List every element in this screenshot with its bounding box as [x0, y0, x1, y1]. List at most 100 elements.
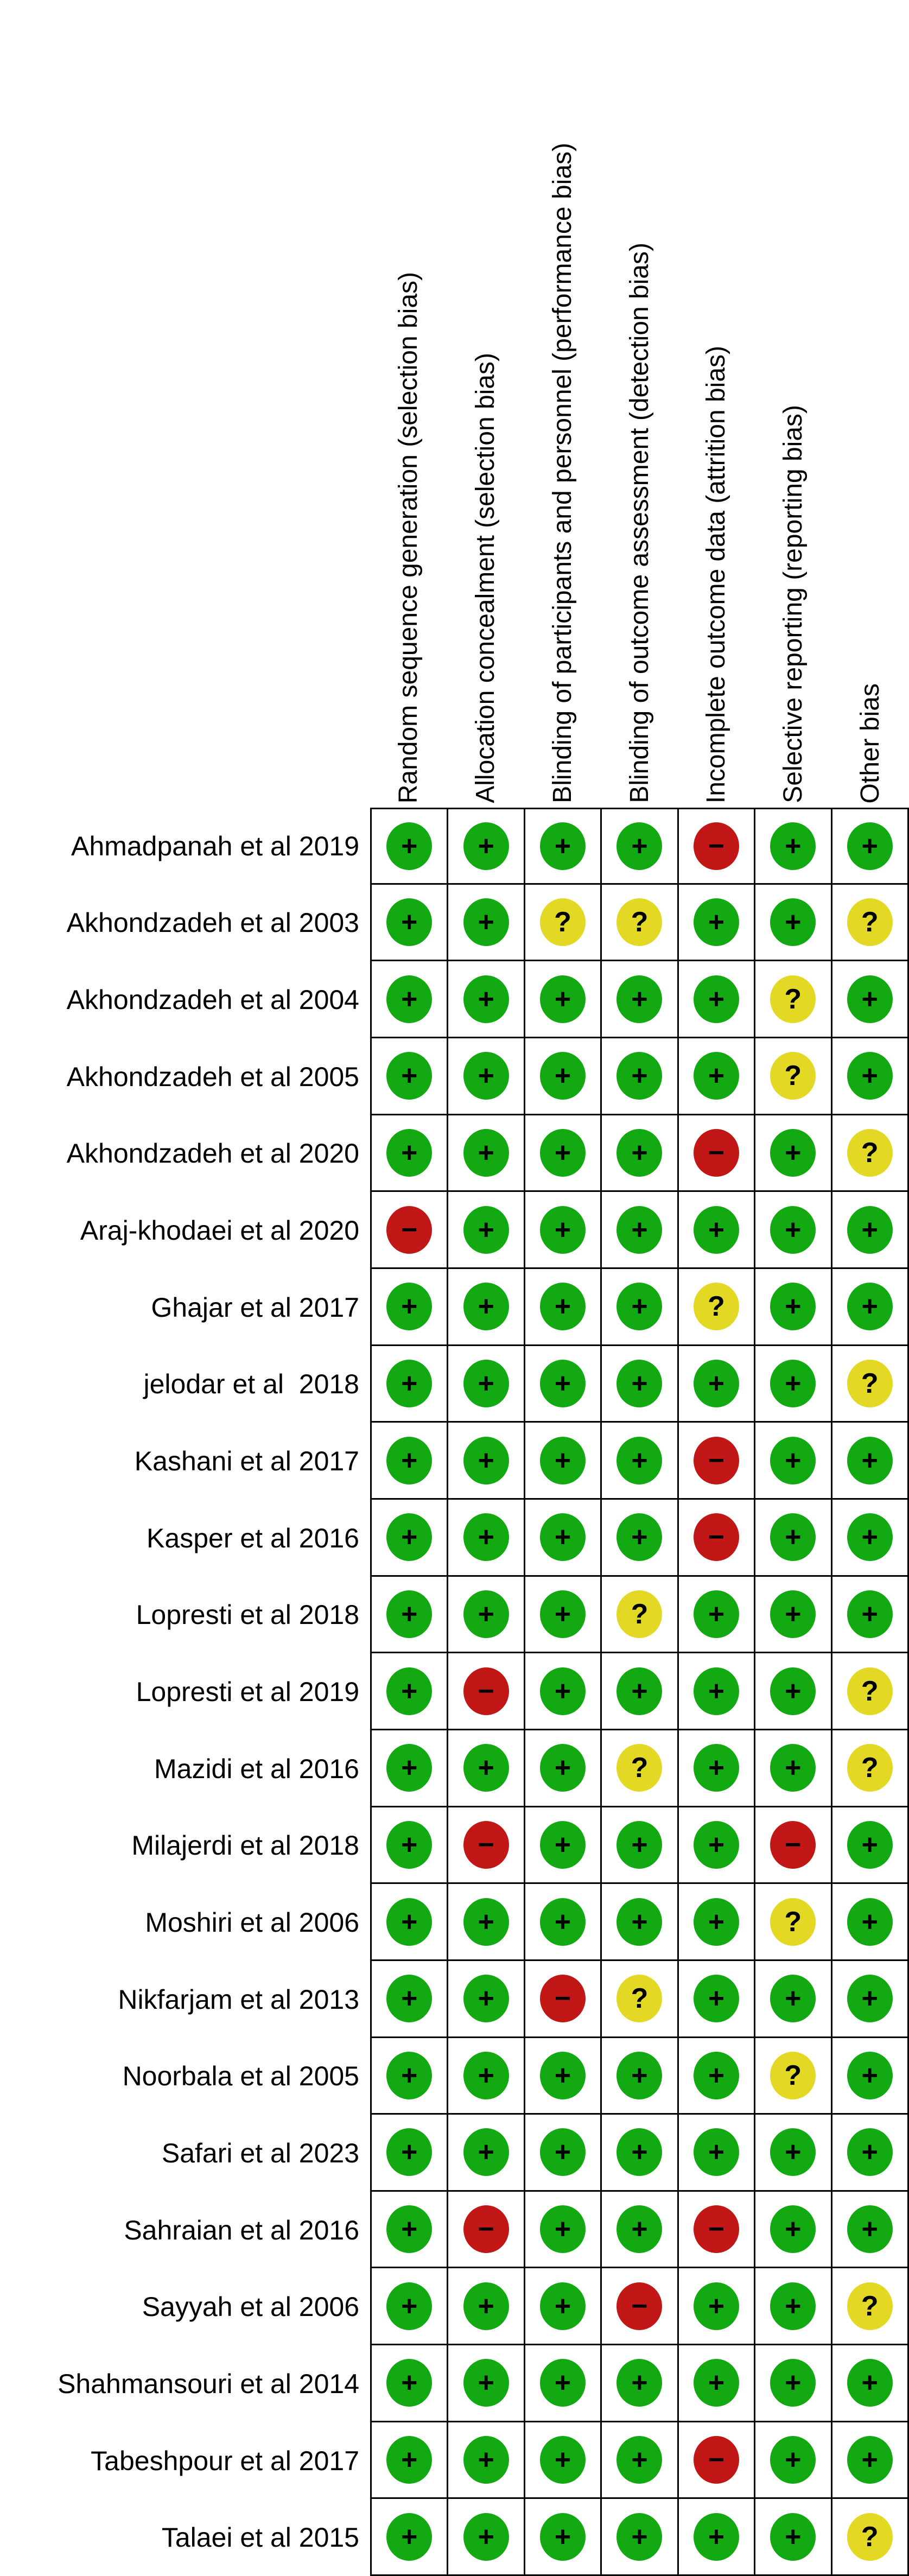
- column-header: Random sequence generation (selection bi…: [370, 143, 447, 808]
- low-risk-mark: +: [540, 1590, 586, 1638]
- risk-cell: +: [602, 1653, 679, 1730]
- risk-cell: +: [370, 808, 449, 885]
- risk-cell: +: [832, 2115, 909, 2192]
- risk-cell: ?: [755, 2038, 832, 2115]
- low-risk-mark: +: [386, 1283, 433, 1331]
- low-risk-mark: +: [770, 2205, 816, 2254]
- risk-cell: +: [525, 1807, 602, 1885]
- study-label: Sayyah et al 2006: [142, 2292, 359, 2323]
- risk-cell: −: [678, 808, 756, 885]
- unclear-risk-mark: ?: [847, 1128, 893, 1177]
- risk-cell: +: [448, 2038, 525, 2115]
- risk-cell: +: [370, 2499, 449, 2576]
- low-risk-mark: +: [386, 1513, 433, 1562]
- row-cells: + + + + +? +: [370, 2038, 909, 2115]
- risk-cell: −: [525, 1960, 602, 2038]
- risk-cell: +: [602, 1884, 679, 1961]
- low-risk-mark: +: [463, 1975, 509, 2023]
- low-risk-mark: +: [463, 975, 509, 1023]
- risk-cell: ?: [832, 2268, 909, 2346]
- risk-cell: +: [678, 1884, 756, 1961]
- low-risk-mark: +: [770, 1359, 816, 1407]
- risk-cell: +: [448, 1192, 525, 1269]
- table-row: Lopresti et al 2019 + − + + + +?: [0, 1653, 909, 1730]
- table-row: Sahraian et al 2016 + − + + − + +: [0, 2191, 909, 2269]
- risk-cell: +: [448, 1576, 525, 1654]
- risk-cell: +: [370, 2115, 449, 2192]
- risk-cell: ?: [602, 884, 679, 962]
- row-cells: + +?? + +?: [370, 884, 909, 962]
- row-cells: + + + + − + +: [370, 1423, 909, 1500]
- low-risk-mark: +: [386, 1667, 433, 1715]
- low-risk-mark: +: [770, 822, 816, 870]
- risk-cell: +: [678, 1038, 756, 1115]
- column-header-label: Random sequence generation (selection bi…: [393, 271, 423, 803]
- row-cells: + − + + + − +: [370, 1807, 909, 1885]
- table-row: Moshiri et al 2006 + + + + +? +: [0, 1884, 909, 1961]
- risk-cell: ?: [678, 1268, 756, 1346]
- low-risk-mark: +: [770, 1590, 816, 1638]
- low-risk-mark: +: [463, 1436, 509, 1484]
- low-risk-mark: +: [463, 2282, 509, 2330]
- low-risk-mark: +: [693, 2512, 739, 2561]
- high-risk-mark: −: [616, 2282, 663, 2330]
- risk-cell: +: [370, 2038, 449, 2115]
- risk-cell: +: [602, 2191, 679, 2269]
- risk-cell: +: [525, 1346, 602, 1423]
- low-risk-mark: +: [463, 1359, 509, 1407]
- risk-cell: +: [832, 1038, 909, 1115]
- low-risk-mark: +: [540, 2359, 586, 2407]
- row-cells: + + + − + +?: [370, 2268, 909, 2346]
- low-risk-mark: +: [693, 2359, 739, 2407]
- table-row: Akhondzadeh et al 2003 + +?? + +?: [0, 884, 909, 962]
- low-risk-mark: +: [463, 2051, 509, 2099]
- high-risk-mark: −: [463, 1667, 509, 1715]
- risk-table: Ahmadpanah et al 2019 + + + + − + + Akhondzadeh …: [0, 808, 909, 2576]
- unclear-risk-mark: ?: [847, 1359, 893, 1407]
- risk-cell: +: [832, 2345, 909, 2422]
- low-risk-mark: +: [770, 2436, 816, 2484]
- unclear-risk-mark: ?: [770, 1898, 816, 1946]
- risk-cell: −: [678, 1499, 756, 1577]
- low-risk-mark: +: [847, 2436, 893, 2484]
- low-risk-mark: +: [616, 1283, 663, 1331]
- low-risk-mark: +: [386, 1359, 433, 1407]
- risk-cell: +: [832, 808, 909, 885]
- risk-cell: +: [755, 2422, 832, 2499]
- low-risk-mark: +: [540, 2051, 586, 2099]
- low-risk-mark: +: [386, 2051, 433, 2099]
- risk-cell: +: [755, 1499, 832, 1577]
- column-header: Selective reporting (reporting bias): [755, 143, 832, 808]
- risk-cell: +: [448, 1499, 525, 1577]
- unclear-risk-mark: ?: [616, 1590, 663, 1638]
- low-risk-mark: +: [847, 1898, 893, 1946]
- column-header-label: Selective reporting (reporting bias): [779, 405, 808, 803]
- column-header: Blinding of outcome assessment (detectio…: [601, 143, 678, 808]
- unclear-risk-mark: ?: [770, 1052, 816, 1100]
- risk-cell: ?: [602, 1576, 679, 1654]
- risk-cell: +: [832, 1423, 909, 1500]
- low-risk-mark: +: [540, 2512, 586, 2561]
- risk-cell: +: [832, 961, 909, 1038]
- row-cells: + + + + − + +: [370, 1499, 909, 1577]
- low-risk-mark: +: [770, 1436, 816, 1484]
- table-row: Shahmansouri et al 2014 + + + + + + +: [0, 2345, 909, 2422]
- risk-cell: +: [448, 961, 525, 1038]
- table-row: Akhondzadeh et al 2004 + + + + +? +: [0, 961, 909, 1038]
- risk-cell: +: [525, 961, 602, 1038]
- risk-cell: +: [678, 2345, 756, 2422]
- risk-cell: +: [755, 1730, 832, 1807]
- low-risk-mark: +: [847, 1590, 893, 1638]
- low-risk-mark: +: [386, 1975, 433, 2023]
- risk-cell: +: [602, 1268, 679, 1346]
- risk-cell: −: [448, 1653, 525, 1730]
- low-risk-mark: +: [540, 1052, 586, 1100]
- table-row: Ghajar et al 2017 + + + +? + +: [0, 1268, 909, 1346]
- low-risk-mark: +: [386, 822, 433, 870]
- risk-cell: +: [602, 1423, 679, 1500]
- row-cells: + + + + − + +: [370, 808, 909, 885]
- risk-cell: +: [832, 1268, 909, 1346]
- risk-cell: +: [370, 1807, 449, 1885]
- low-risk-mark: +: [616, 2436, 663, 2484]
